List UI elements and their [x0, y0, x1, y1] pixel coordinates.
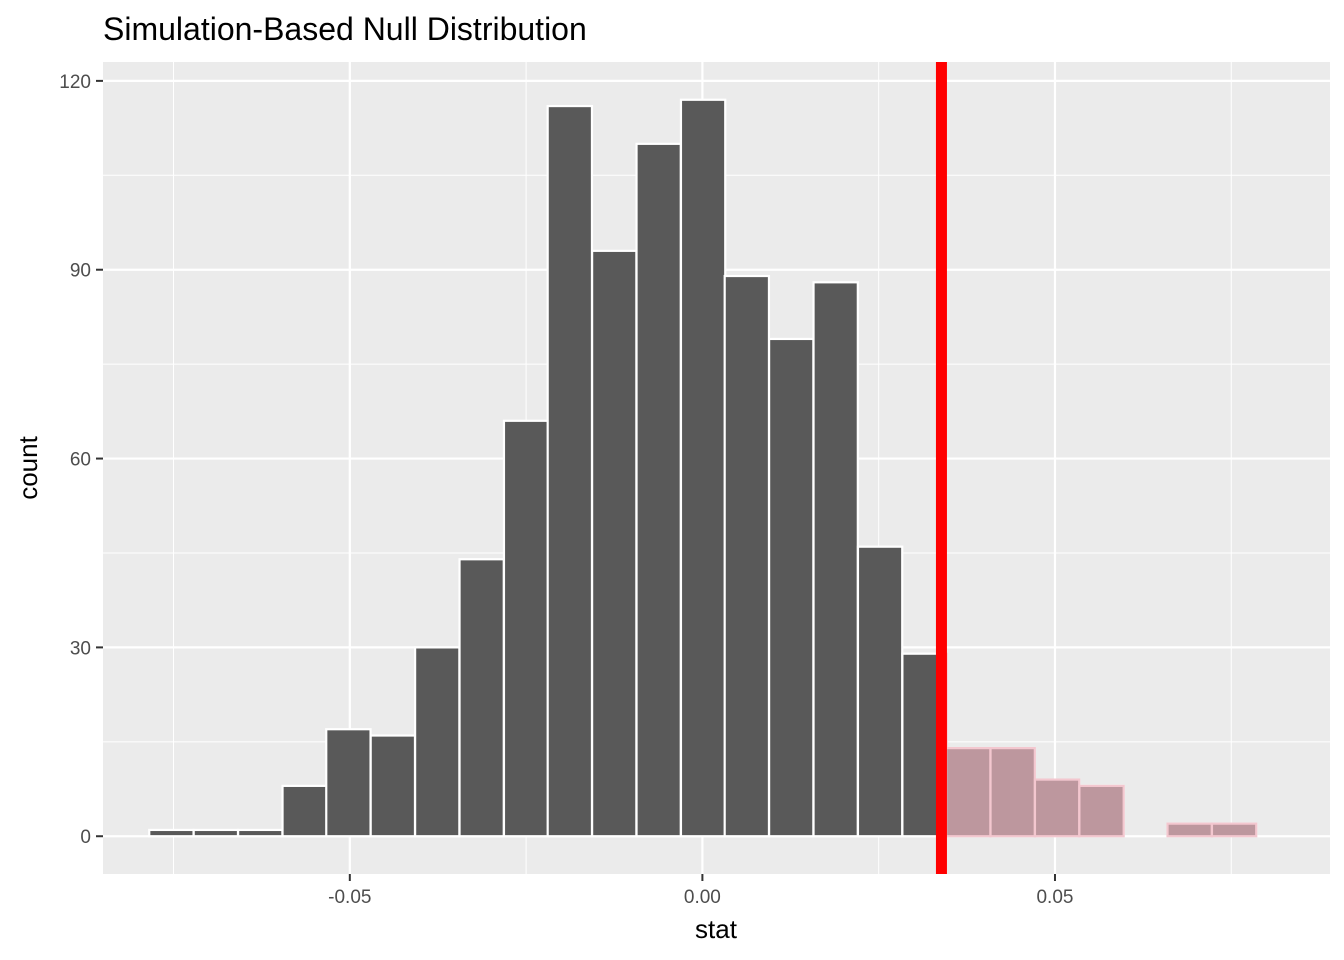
histogram-bar	[192, 828, 240, 838]
histogram-bar	[679, 98, 727, 838]
histogram-bar	[414, 646, 461, 838]
axis-ticks	[96, 79, 1056, 881]
histogram-bar	[856, 545, 904, 838]
histogram-bar	[635, 142, 682, 838]
histogram-bar	[458, 558, 505, 838]
y-tick-label: 0	[80, 827, 91, 848]
chart-title: Simulation-Based Null Distribution	[103, 11, 587, 47]
histogram-bar	[369, 734, 417, 838]
shaded-bar	[989, 747, 1036, 838]
y-axis-title: count	[13, 435, 43, 499]
shaded-bar	[1033, 778, 1081, 838]
shaded-bar	[1078, 784, 1125, 838]
x-tick-label: 0.00	[684, 887, 721, 908]
histogram-bar	[148, 828, 195, 838]
x-tick-label: 0.05	[1036, 887, 1073, 908]
histogram-bar	[325, 728, 372, 838]
histogram-bar	[281, 784, 328, 838]
histogram-bar	[768, 337, 815, 838]
histogram-bars	[148, 98, 1258, 838]
histogram-bar	[502, 419, 550, 838]
histogram-bar	[546, 104, 594, 838]
shaded-bar	[1210, 822, 1258, 838]
histogram-bar	[237, 828, 284, 838]
shaded-bar	[1166, 822, 1213, 838]
y-tick-label: 120	[59, 72, 91, 93]
x-axis-title: stat	[695, 914, 738, 944]
histogram-bar	[591, 249, 638, 838]
y-tick-label: 30	[70, 638, 91, 659]
y-tick-label: 60	[70, 450, 91, 471]
axis-tick-labels: -0.05 0.00 0.05 0 30 60 90 120	[59, 72, 1073, 908]
shaded-bar	[945, 747, 992, 838]
histogram-bar	[723, 274, 771, 838]
histogram-bar	[812, 281, 859, 838]
y-tick-label: 90	[70, 261, 91, 282]
x-tick-label: -0.05	[328, 887, 371, 908]
